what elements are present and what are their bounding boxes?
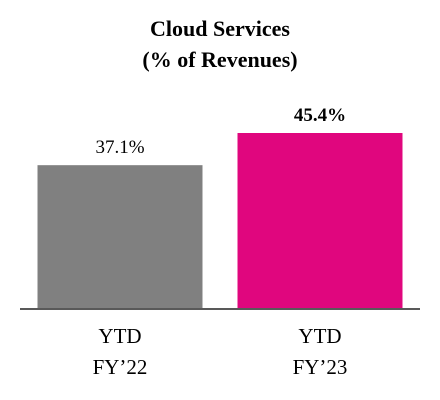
chart-title-line-2: (% of Revenues): [142, 47, 298, 72]
chart-title-line-1: Cloud Services: [150, 16, 290, 41]
bar-value-label-2: 45.4%: [294, 105, 346, 126]
bar-1: [37, 165, 203, 309]
category-label-2-line-1: YTD: [298, 324, 341, 348]
bar-2: [237, 133, 403, 309]
bar-value-label-1: 37.1%: [95, 137, 144, 158]
category-label-2-line-2: FY’23: [293, 355, 348, 379]
category-label-1-line-2: FY’22: [93, 355, 148, 379]
category-label-1-line-1: YTD: [98, 324, 141, 348]
